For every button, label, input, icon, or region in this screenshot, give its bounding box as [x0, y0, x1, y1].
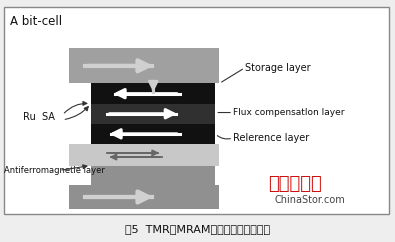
Bar [91, 83, 215, 104]
Text: Flux compensatIon layer: Flux compensatIon layer [233, 108, 344, 117]
Bar [69, 144, 219, 166]
Bar [91, 166, 215, 185]
Bar [91, 104, 215, 124]
Text: A bit-cell: A bit-cell [10, 15, 62, 28]
Text: 图5  TMR型MRAM存储单元基本结构图: 图5 TMR型MRAM存储单元基本结构图 [125, 224, 270, 234]
Text: 中国存储网: 中国存储网 [269, 175, 322, 193]
Text: Antiferromagnetle layer: Antiferromagnetle layer [4, 166, 105, 175]
Text: Storage layer: Storage layer [245, 63, 310, 73]
Text: ChinaStor.com: ChinaStor.com [275, 195, 345, 205]
Bar [69, 48, 219, 83]
Bar [69, 185, 219, 209]
Bar [4, 7, 389, 214]
Text: Ru  SA: Ru SA [23, 112, 55, 122]
Bar [91, 124, 215, 144]
Text: Relerence layer: Relerence layer [233, 133, 309, 143]
